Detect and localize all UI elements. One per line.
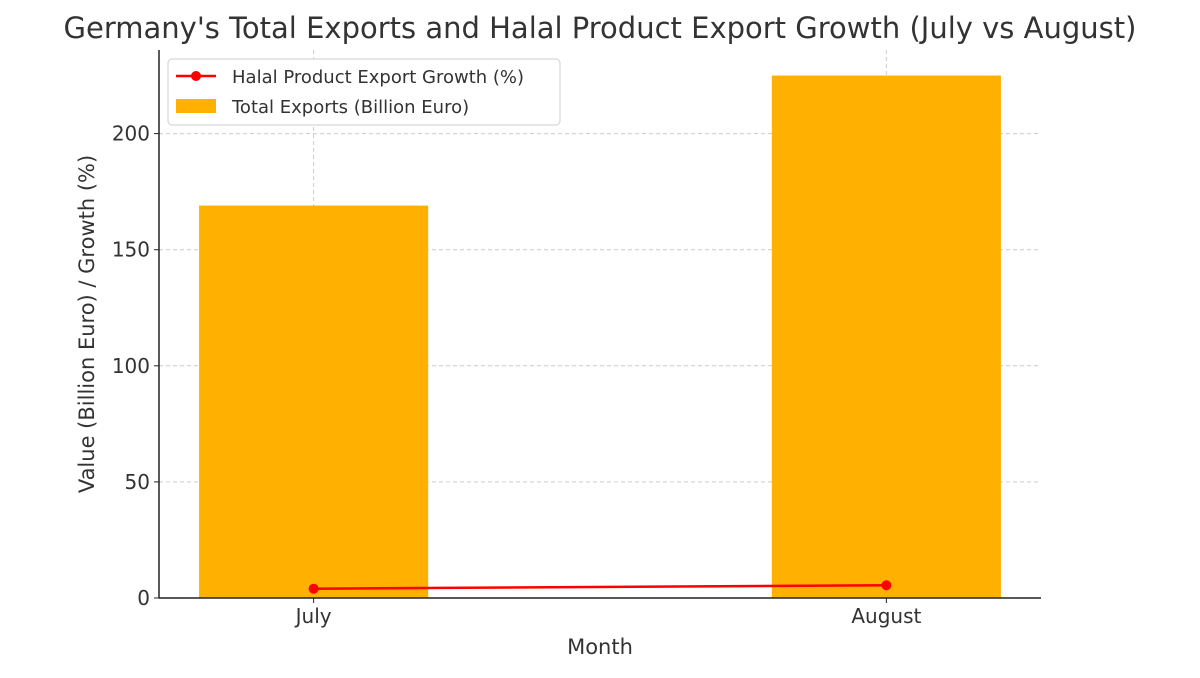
- bars: [199, 75, 1001, 599]
- legend-label-exports: Total Exports (Billion Euro): [231, 97, 469, 118]
- data-point: [308, 583, 319, 594]
- bar: [771, 75, 1001, 599]
- legend-box: [167, 58, 561, 126]
- x-tick-label: July: [294, 604, 332, 628]
- y-tick-label: 150: [112, 238, 150, 262]
- series-line: [313, 583, 887, 590]
- legend-bar-swatch: [176, 99, 216, 113]
- legend-label-growth: Halal Product Export Growth (%): [232, 67, 524, 88]
- legend: Halal Product Export Growth (%) Total Ex…: [167, 58, 561, 126]
- y-tick-label: 200: [112, 122, 150, 146]
- chart-title: Germany's Total Exports and Halal Produc…: [64, 11, 1137, 45]
- x-axis-label: Month: [567, 635, 633, 659]
- x-tick-label: August: [851, 604, 921, 628]
- y-tick-label: 0: [137, 586, 150, 610]
- data-point: [881, 580, 892, 591]
- legend-marker: [191, 71, 201, 81]
- bar: [199, 205, 429, 598]
- y-tick-label: 100: [112, 354, 150, 378]
- axes: 0 50 100 150 200 July August: [112, 50, 1041, 628]
- line-series: [308, 580, 892, 594]
- y-tick-label: 50: [125, 470, 150, 494]
- y-axis-label: Value (Billion Euro) / Growth (%): [75, 155, 99, 493]
